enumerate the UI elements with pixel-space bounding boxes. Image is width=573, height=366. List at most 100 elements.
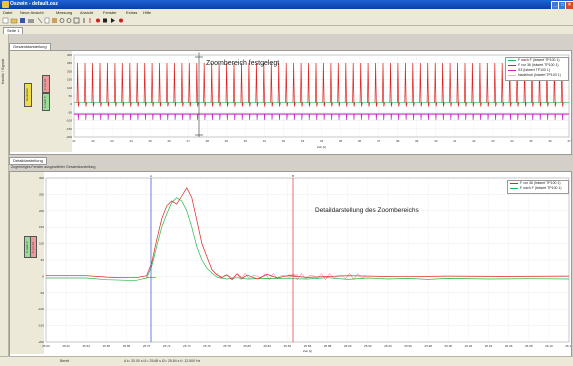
x-tick-label: 31: [263, 139, 267, 143]
play-icon: [111, 18, 115, 23]
x-tick-label: 45: [529, 139, 533, 143]
x-tick-label: 25.66: [103, 344, 111, 348]
x-tick-label: 44: [510, 139, 514, 143]
zoom-out-icon: [66, 18, 72, 23]
left-sidebar: Kanäle / Signale: [0, 34, 9, 356]
zoom-cursor-label: A: [198, 52, 200, 56]
x-tick-label: 23: [110, 139, 114, 143]
x-tick-label: 26.00: [445, 344, 453, 348]
save-icon: [20, 18, 25, 23]
x-tick-label: 25.72: [163, 344, 171, 348]
x-tick-label: 25.92: [364, 344, 372, 348]
x-axis-unit: Zeit [s]: [303, 349, 312, 353]
y-tick-label: 200: [67, 69, 72, 73]
detail-axis-area: F nach F F vor 36: [10, 172, 44, 354]
x-tick-label: 25.80: [243, 344, 251, 348]
x-tick-label: 25.62: [62, 344, 70, 348]
menu-item-messung[interactable]: Messung: [56, 10, 73, 15]
x-tick-label: 25.78: [223, 344, 231, 348]
x-tick-label: 26.08: [525, 344, 533, 348]
x-tick-label: 46: [548, 139, 552, 143]
x-tick-label: 33: [301, 139, 305, 143]
open-icon: [10, 18, 18, 24]
x-tick-label: 25.82: [264, 344, 272, 348]
x-tick-label: 26.10: [545, 344, 553, 348]
x-tick-label: 25.94: [384, 344, 392, 348]
new-icon: [2, 17, 9, 24]
x-axis-unit: Zeit [s]: [317, 145, 326, 149]
y-tick-label: -50: [40, 291, 45, 295]
toolbar: [0, 16, 573, 26]
x-tick-label: 25.84: [284, 344, 292, 348]
x-tick-label: 42: [472, 139, 476, 143]
menu-item-datei[interactable]: Datei: [3, 10, 13, 15]
detail-annotation: Detaildarstellung des Zoombereichs: [315, 207, 419, 214]
y-tick-label: -100: [66, 119, 72, 123]
y-tick-label: -200: [66, 135, 72, 139]
x-tick-label: 37: [377, 139, 381, 143]
y-tick-label: -150: [38, 324, 44, 328]
plot-frame: [73, 54, 570, 138]
x-tick-label: 26.12: [565, 344, 571, 348]
x-tick-label: 38: [396, 139, 400, 143]
x-tick-label: 25.70: [143, 344, 151, 348]
x-tick-label: 21: [72, 139, 76, 143]
record-icon: [96, 18, 100, 23]
x-tick-label: 25.96: [404, 344, 412, 348]
overview-legend: F nach F (Istwert TP100 1) F vor 36 (Ist…: [505, 57, 569, 81]
y-tick-label: 100: [67, 86, 72, 90]
title-bar[interactable]: Oszwin - default.osz _ □ ×: [0, 0, 573, 10]
menu-item-ansicht[interactable]: Ansicht: [80, 10, 94, 15]
y-tick-label: -100: [38, 307, 44, 311]
series-line-s3-spikes: [77, 114, 564, 121]
y-tick-label: 250: [67, 61, 72, 65]
x-tick-label: 47: [567, 139, 571, 143]
y-tick-label: 300: [67, 53, 72, 57]
status-readout: Δ t= 20.00 s t1= 25.68 s t2= 25.84 s f= …: [124, 359, 201, 363]
detail-subtitle: Zugehöriges Fenster ausgewählter Gesamtd…: [11, 165, 96, 169]
cut-icon: [37, 17, 43, 24]
sidebar-label: Kanäle / Signale: [1, 58, 5, 85]
y-tick-label: 50: [41, 258, 45, 262]
y-tick-label: 150: [67, 78, 72, 82]
detail-legend: F vor 36 (Istwert TP100 1) F nach F (Ist…: [507, 180, 569, 194]
overview-panel: Nadelhub F vor 36 F nach F 300 250 200 150 1…: [9, 50, 572, 155]
x-tick-label: 30: [244, 139, 248, 143]
y-tick-label: 100: [39, 242, 44, 246]
window-title: Oszwin - default.osz: [10, 1, 59, 7]
x-tick-label: 26.04: [485, 344, 493, 348]
settings-icon: [119, 18, 123, 23]
menu-item-hilfe[interactable]: Hilfe: [143, 10, 152, 15]
y-tick-label: 200: [39, 209, 44, 213]
x-tick-label: 24: [129, 139, 133, 143]
y-tick-label: 250: [39, 192, 44, 196]
y-tick-label: -50: [68, 110, 73, 114]
x-tick-label: 26: [168, 139, 172, 143]
menu-item-neue-ansicht[interactable]: Neue Ansicht: [20, 10, 44, 15]
x-tick-label: 25.86: [304, 344, 312, 348]
menu-item-fenster[interactable]: Fenster: [103, 10, 117, 15]
detail-panel: F nach F F vor 36 300 250 200 150 100 50 0 -50 -…: [9, 171, 572, 357]
y-tick-label: 300: [39, 176, 44, 180]
copy-icon: [44, 17, 50, 24]
x-tick-label: 26.06: [505, 344, 513, 348]
x-tick-label: 34: [320, 139, 324, 143]
y-tick-label: 50: [69, 94, 73, 98]
print-icon: [28, 19, 34, 23]
menu-item-extras[interactable]: Extras: [126, 10, 138, 15]
x-tick-label: 29: [225, 139, 229, 143]
tab-detaildarstellung[interactable]: Detaildarstellung: [9, 157, 47, 165]
legend-item: F vor 36 (Istwert TP100 1): [506, 63, 568, 68]
legend-item: S3 (Istwert TP100 1): [506, 68, 568, 73]
x-tick-label: 25.90: [344, 344, 352, 348]
tab-seite-1[interactable]: Seite 1: [3, 27, 24, 34]
paste-icon: [52, 18, 57, 23]
status-bar: Bereit Δ t= 20.00 s t1= 25.68 s t2= 25.8…: [0, 356, 573, 366]
x-tick-label: 25.60: [42, 344, 50, 348]
stop-icon: [103, 18, 107, 23]
legend-item: Nadelhub (Istwert TP100 1): [506, 73, 568, 78]
zoom-in-icon: [59, 18, 65, 23]
